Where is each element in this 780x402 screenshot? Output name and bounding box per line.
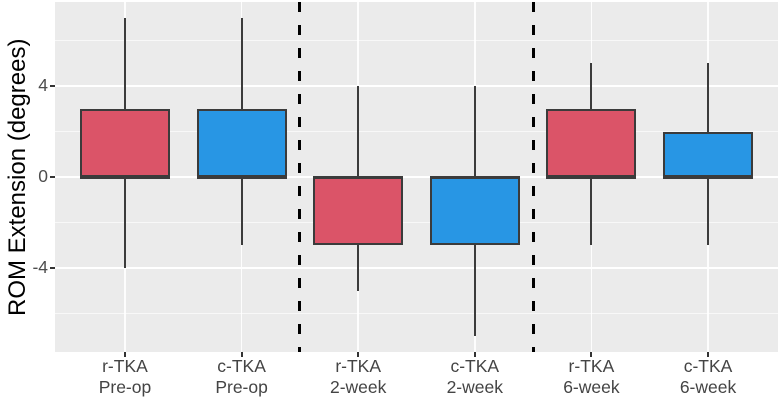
plot-panel	[55, 2, 778, 352]
x-label-timepoint: Pre-op	[98, 376, 152, 397]
x-tick-label: r-TKA Pre-op	[65, 356, 185, 397]
x-axis-tick	[473, 352, 476, 357]
x-tick-label: c-TKA 6-week	[648, 356, 768, 397]
x-label-series: c-TKA	[683, 356, 733, 376]
x-tick-label: r-TKA 2-week	[298, 356, 418, 397]
box	[196, 108, 287, 177]
gridline-minor	[55, 131, 778, 133]
box	[313, 177, 404, 246]
gridline-minor	[55, 312, 778, 314]
x-axis-tick	[357, 352, 360, 357]
y-tick-label: 4	[38, 75, 48, 96]
y-axis-tick	[50, 176, 55, 178]
x-label-series: r-TKA	[335, 356, 382, 376]
gridline-major	[55, 176, 778, 178]
y-axis-tick	[50, 85, 55, 88]
x-axis-tick	[590, 352, 593, 357]
median-line	[313, 175, 404, 179]
x-label-timepoint: 6-week	[679, 376, 737, 397]
group-separator-line	[298, 2, 302, 352]
x-label-series: r-TKA	[102, 356, 148, 376]
median-line	[546, 175, 637, 179]
median-line	[79, 175, 170, 179]
x-label-series: c-TKA	[217, 356, 266, 376]
x-axis-tick	[240, 352, 243, 357]
gridline-minor	[55, 221, 778, 223]
x-tick-label: c-TKA Pre-op	[182, 356, 302, 397]
median-line	[429, 175, 520, 179]
box	[429, 177, 520, 246]
box	[546, 108, 637, 177]
box	[663, 131, 754, 177]
x-label-series: r-TKA	[568, 356, 615, 376]
x-axis-tick	[707, 352, 710, 357]
gridline-major	[55, 85, 778, 88]
y-axis-tick	[50, 266, 55, 269]
y-tick-label: -4	[32, 256, 48, 277]
gridline-minor	[55, 40, 778, 42]
x-axis-tick	[123, 352, 126, 357]
x-label-timepoint: Pre-op	[215, 376, 268, 397]
y-tick-label: 0	[38, 166, 48, 186]
x-label-timepoint: 6-week	[563, 376, 620, 397]
x-tick-label: r-TKA 6-week	[531, 356, 651, 397]
median-line	[663, 175, 754, 179]
group-separator-line	[531, 2, 535, 352]
x-label-timepoint: 2-week	[446, 376, 503, 397]
gridline-major	[55, 266, 778, 269]
box	[79, 108, 170, 177]
median-line	[196, 175, 287, 179]
x-label-series: c-TKA	[450, 356, 500, 376]
x-tick-label: c-TKA 2-week	[415, 356, 535, 397]
x-label-timepoint: 2-week	[329, 376, 387, 397]
